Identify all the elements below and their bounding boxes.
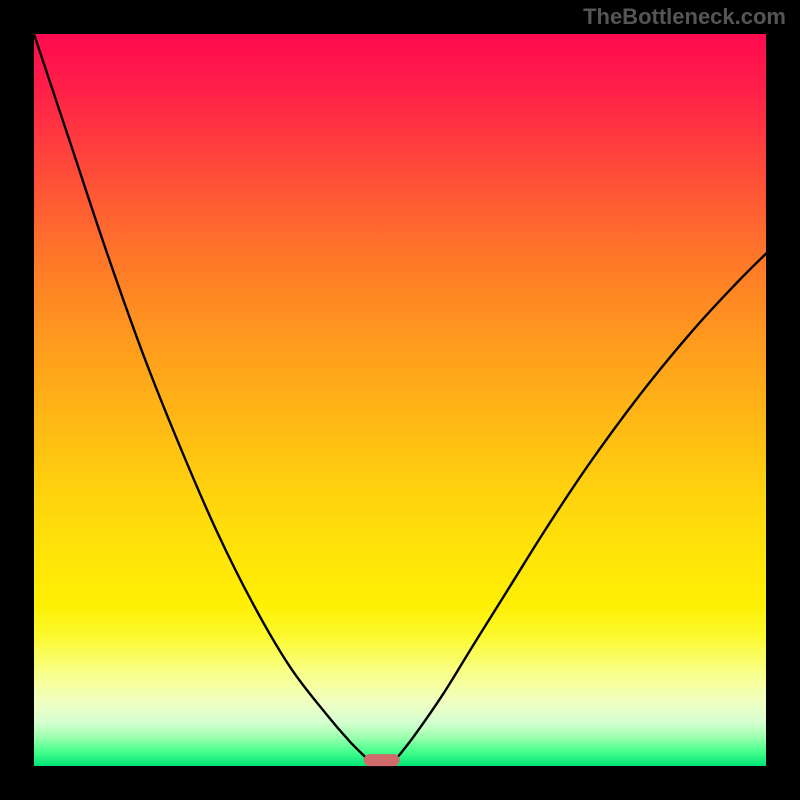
chart-gradient-background (34, 34, 766, 766)
bottleneck-chart (0, 0, 800, 800)
watermark-text: TheBottleneck.com (583, 4, 786, 30)
bottleneck-marker (364, 754, 400, 766)
